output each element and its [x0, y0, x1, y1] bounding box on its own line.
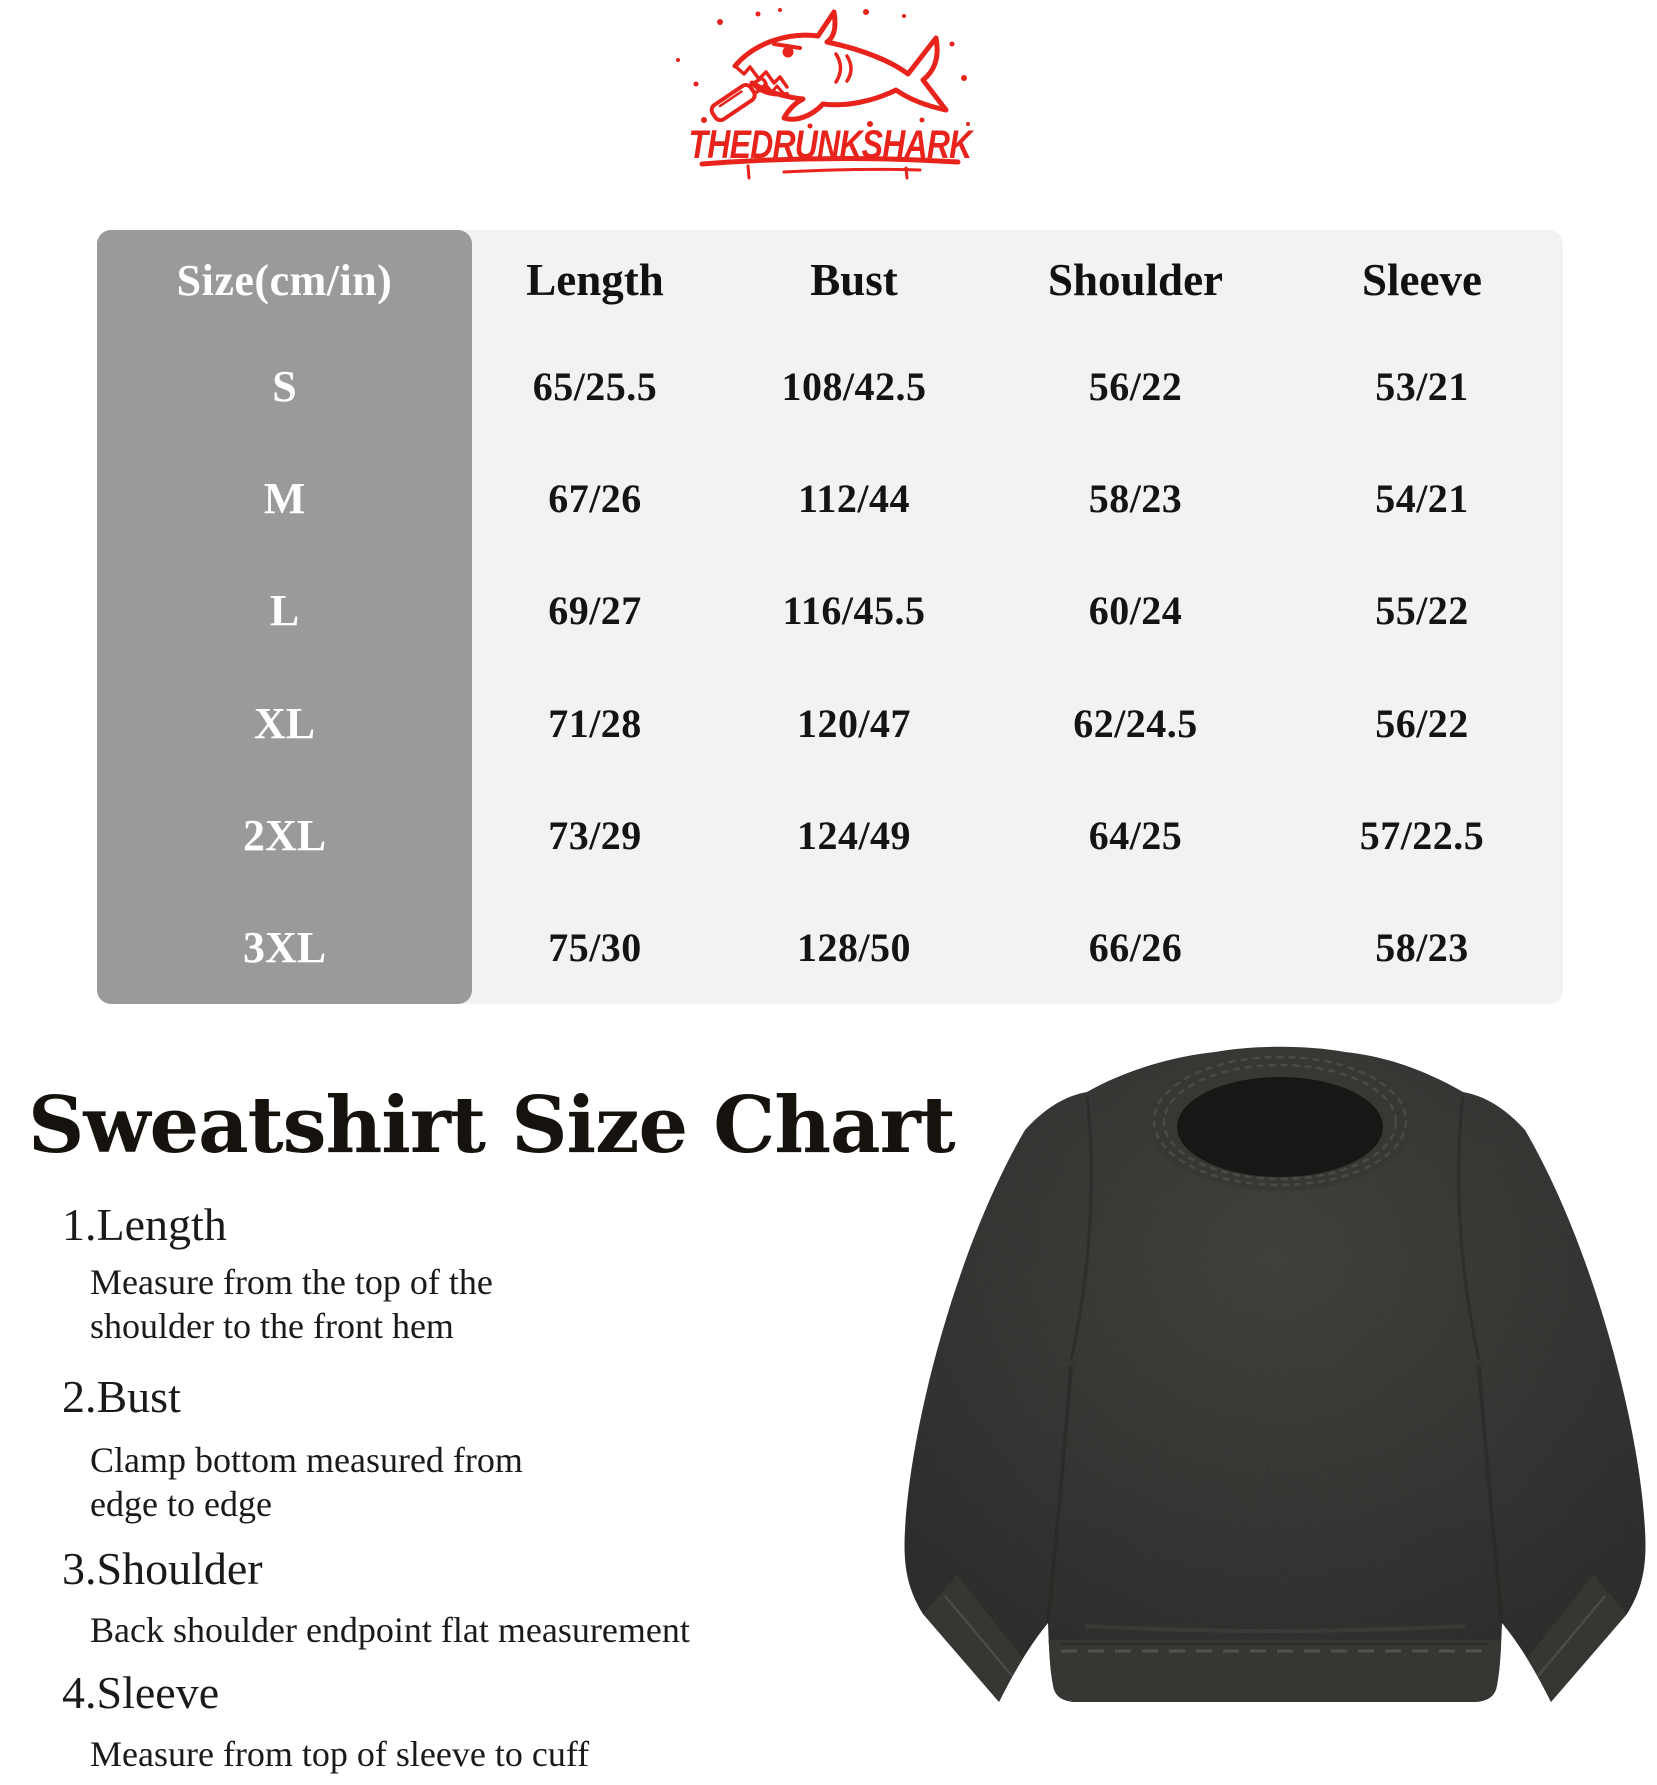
- item-label-length: 1.Length: [62, 1199, 227, 1250]
- list-item: 2.Bust Clamp bottom measured from edge t…: [62, 1368, 862, 1526]
- row-label-s: S: [272, 361, 297, 411]
- cell-2xl-sleeve: 57/22.5: [1359, 812, 1485, 858]
- cell-2xl-bust: 124/49: [796, 812, 912, 858]
- cell-m-length: 67/26: [548, 475, 642, 521]
- item-label-bust: 2.Bust: [62, 1371, 181, 1422]
- item-desc-bust: Clamp bottom measured from edge to edge: [90, 1440, 523, 1524]
- item-desc-length: Measure from the top of the shoulder to …: [90, 1262, 493, 1346]
- size-chart-table: Size(cm/in) Length Bust Shoulder Sleeve …: [97, 230, 1563, 1004]
- cell-xl-length: 71/28: [548, 700, 642, 746]
- cell-s-bust: 108/42.5: [781, 363, 927, 409]
- sweatshirt-image: [875, 1030, 1655, 1730]
- table-grid: Size(cm/in) Length Bust Shoulder Sleeve …: [97, 230, 1563, 1004]
- cell-3xl-sleeve: 58/23: [1375, 925, 1469, 971]
- header-size-label: Size(cm/in): [176, 255, 393, 305]
- col-header-sleeve: Sleeve: [1362, 255, 1482, 305]
- row-label-m: M: [263, 473, 306, 523]
- measurement-definitions: 1.Length Measure from the top of the sho…: [62, 1196, 862, 1776]
- row-label-l: L: [269, 586, 300, 636]
- item-desc-shoulder: Back shoulder endpoint flat measurement: [90, 1610, 690, 1650]
- cell-m-sleeve: 54/21: [1375, 475, 1469, 521]
- list-item: 3.Shoulder Back shoulder endpoint flat m…: [62, 1540, 862, 1652]
- cell-m-bust: 112/44: [798, 475, 910, 521]
- paint-splatter: [676, 8, 970, 129]
- item-label-sleeve: 4.Sleeve: [62, 1667, 220, 1718]
- size-column-background: [97, 230, 472, 1004]
- cell-3xl-shoulder: 66/26: [1088, 925, 1183, 971]
- brand-name-text: THEDRUNKSHARK: [689, 122, 975, 167]
- cell-xl-shoulder: 62/24.5: [1073, 700, 1198, 746]
- brand-logo: THEDRUNKSHARK: [660, 0, 1000, 182]
- list-item: 4.Sleeve Measure from top of sleeve to c…: [62, 1664, 862, 1776]
- page-title: Sweatshirt Size Chart: [28, 1080, 956, 1171]
- list-item: 1.Length Measure from the top of the sho…: [62, 1196, 862, 1348]
- item-label-shoulder: 3.Shoulder: [62, 1543, 263, 1594]
- cell-l-sleeve: 55/22: [1375, 588, 1469, 634]
- cell-3xl-length: 75/30: [548, 925, 642, 971]
- cell-xl-bust: 120/47: [796, 700, 912, 746]
- cell-2xl-shoulder: 64/25: [1088, 812, 1183, 858]
- cell-m-shoulder: 58/23: [1088, 475, 1183, 521]
- col-header-length: Length: [526, 255, 664, 305]
- cell-xl-sleeve: 56/22: [1375, 700, 1469, 746]
- cell-l-shoulder: 60/24: [1088, 588, 1183, 634]
- cell-s-sleeve: 53/21: [1375, 363, 1469, 409]
- row-label-2xl: 2XL: [242, 810, 327, 860]
- cell-3xl-bust: 128/50: [796, 925, 912, 971]
- row-label-3xl: 3XL: [242, 923, 327, 973]
- shark-logo-icon: THEDRUNKSHARK: [676, 8, 976, 180]
- cell-l-bust: 116/45.5: [782, 588, 926, 634]
- row-label-xl: XL: [253, 698, 316, 748]
- item-desc-sleeve: Measure from top of sleeve to cuff: [90, 1734, 590, 1774]
- cell-l-length: 69/27: [548, 588, 642, 634]
- cell-s-shoulder: 56/22: [1088, 363, 1183, 409]
- col-header-shoulder: Shoulder: [1047, 255, 1224, 305]
- black-crewneck-sweatshirt-icon: [904, 1046, 1646, 1702]
- col-header-bust: Bust: [810, 255, 898, 305]
- cell-2xl-length: 73/29: [548, 812, 642, 858]
- bottle-icon: [709, 77, 768, 123]
- cell-s-length: 65/25.5: [532, 363, 658, 409]
